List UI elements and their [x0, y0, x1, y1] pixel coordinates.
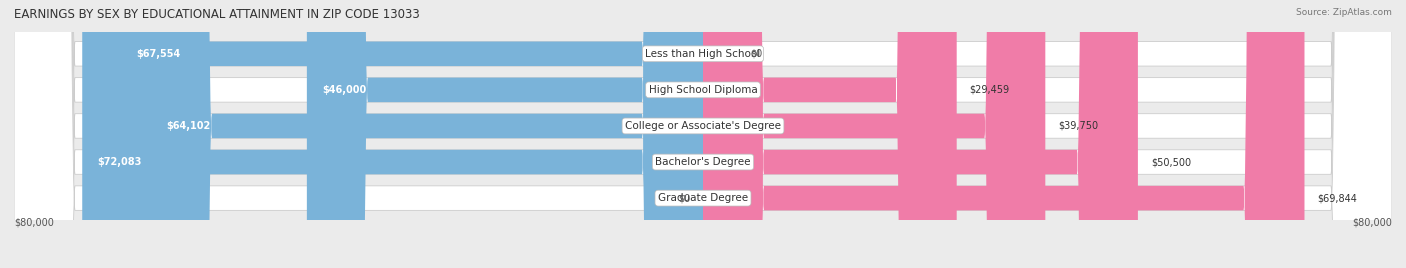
- Text: Bachelor's Degree: Bachelor's Degree: [655, 157, 751, 167]
- FancyBboxPatch shape: [703, 0, 1045, 268]
- Text: EARNINGS BY SEX BY EDUCATIONAL ATTAINMENT IN ZIP CODE 13033: EARNINGS BY SEX BY EDUCATIONAL ATTAINMEN…: [14, 8, 420, 21]
- Text: $46,000: $46,000: [322, 85, 367, 95]
- FancyBboxPatch shape: [14, 0, 1392, 268]
- Text: $0: $0: [751, 49, 762, 59]
- Text: $39,750: $39,750: [1059, 121, 1098, 131]
- Text: High School Diploma: High School Diploma: [648, 85, 758, 95]
- Text: $67,554: $67,554: [136, 49, 181, 59]
- FancyBboxPatch shape: [703, 0, 1305, 268]
- Text: Less than High School: Less than High School: [645, 49, 761, 59]
- Text: $69,844: $69,844: [1317, 193, 1357, 203]
- Text: $50,500: $50,500: [1152, 157, 1191, 167]
- Text: $29,459: $29,459: [970, 85, 1010, 95]
- Text: $72,083: $72,083: [98, 157, 142, 167]
- Text: $0: $0: [678, 193, 690, 203]
- FancyBboxPatch shape: [14, 0, 1392, 268]
- FancyBboxPatch shape: [121, 0, 703, 268]
- FancyBboxPatch shape: [14, 0, 1392, 268]
- FancyBboxPatch shape: [703, 0, 738, 268]
- Text: $64,102: $64,102: [166, 121, 211, 131]
- Legend: Male, Female: Male, Female: [647, 267, 759, 268]
- FancyBboxPatch shape: [82, 0, 703, 268]
- Text: $80,000: $80,000: [14, 218, 53, 228]
- FancyBboxPatch shape: [14, 0, 1392, 268]
- Text: Source: ZipAtlas.com: Source: ZipAtlas.com: [1296, 8, 1392, 17]
- Text: $80,000: $80,000: [1353, 218, 1392, 228]
- FancyBboxPatch shape: [14, 0, 1392, 268]
- Text: Graduate Degree: Graduate Degree: [658, 193, 748, 203]
- FancyBboxPatch shape: [307, 0, 703, 268]
- FancyBboxPatch shape: [150, 0, 703, 268]
- FancyBboxPatch shape: [703, 0, 956, 268]
- Text: College or Associate's Degree: College or Associate's Degree: [626, 121, 780, 131]
- FancyBboxPatch shape: [703, 0, 1137, 268]
